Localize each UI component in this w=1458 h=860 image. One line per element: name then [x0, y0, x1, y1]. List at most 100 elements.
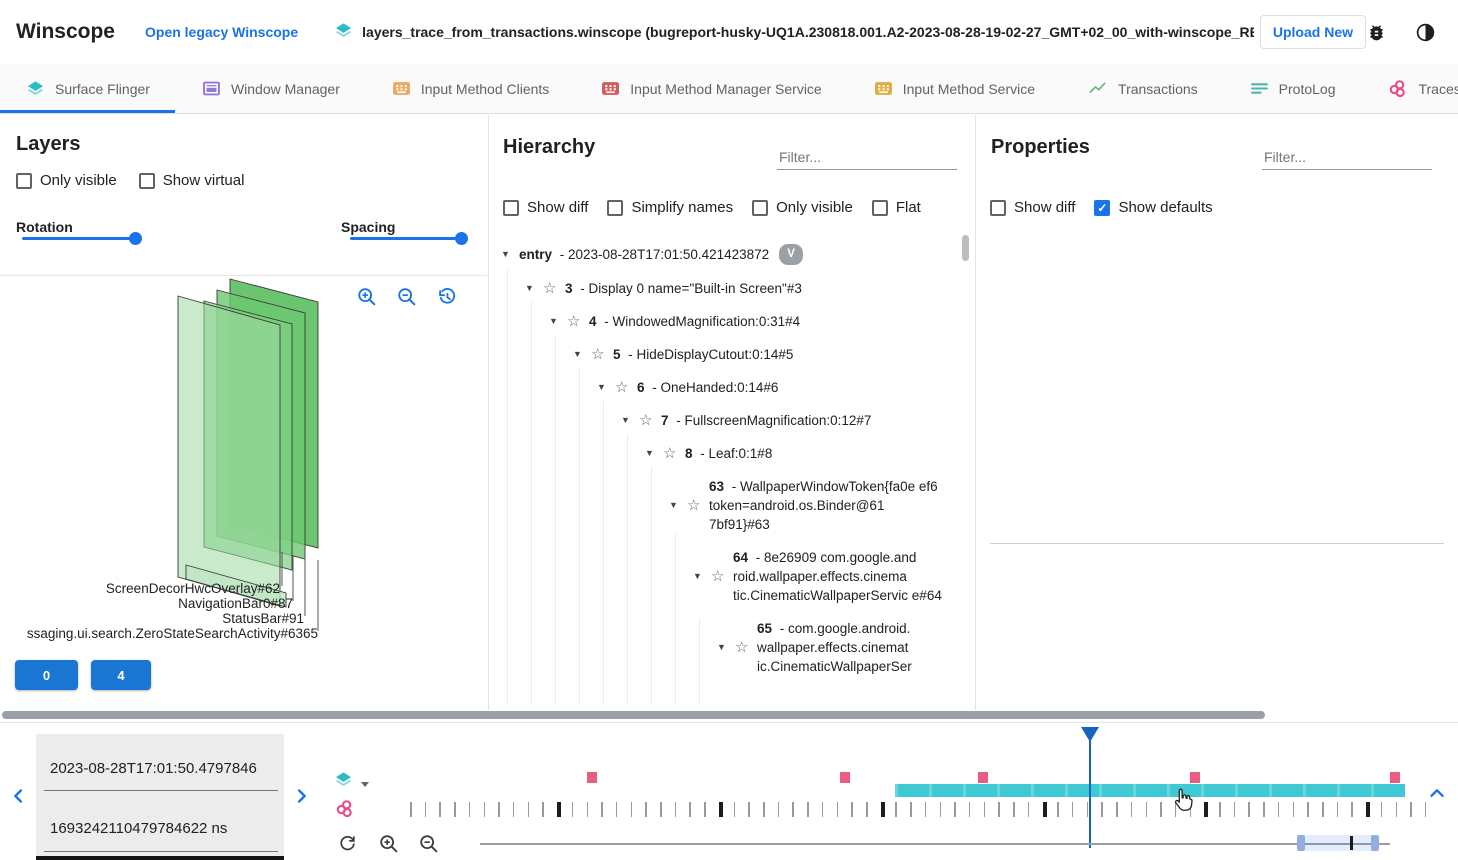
- ruler-tick: [1042, 802, 1047, 817]
- collapse-timeline-icon[interactable]: [1426, 783, 1448, 810]
- layers-3d-view[interactable]: [0, 276, 488, 636]
- checkbox-box[interactable]: [503, 199, 519, 216]
- upload-new-button[interactable]: Upload New: [1259, 15, 1366, 49]
- tree-indent-guide: [651, 467, 652, 704]
- properties-checkbox-show-defaults[interactable]: ✓ Show defaults: [1094, 199, 1213, 216]
- timeline-overview-track[interactable]: [480, 843, 1390, 845]
- tree-node-63[interactable]: ▼ ☆ 63 - WallpaperWindowToken{fa0e ef6 tok…: [489, 470, 969, 541]
- rotation-slider-thumb[interactable]: [129, 232, 142, 245]
- expander-icon[interactable]: ▼: [693, 571, 702, 581]
- dark-mode-toggle-icon[interactable]: [1415, 22, 1436, 43]
- display-button-4[interactable]: 4: [91, 660, 151, 690]
- zoom-window-left-handle[interactable]: [1296, 835, 1305, 851]
- pin-star-icon[interactable]: ☆: [615, 379, 629, 396]
- layers-checkbox-only-visible[interactable]: Only visible: [16, 172, 117, 189]
- timeline-reset-zoom-icon[interactable]: [338, 833, 357, 852]
- expander-icon[interactable]: ▼: [525, 283, 534, 293]
- transaction-event-marker[interactable]: [1390, 772, 1401, 783]
- tree-node-8[interactable]: ▼ ☆ 8 - Leaf:0:1#8: [489, 437, 969, 470]
- tab-input-method-clients[interactable]: Input Method Clients: [366, 64, 575, 113]
- tab-window-manager[interactable]: Window Manager: [176, 64, 366, 113]
- report-bug-icon[interactable]: [1366, 22, 1387, 43]
- tree-node-entry[interactable]: ▼ entry - 2023-08-28T17:01:50.421423872 V: [489, 237, 969, 272]
- pin-star-icon[interactable]: ☆: [711, 568, 725, 585]
- properties-filter-input[interactable]: [1262, 145, 1432, 170]
- layers-checkbox-show-virtual[interactable]: Show virtual: [138, 172, 244, 189]
- tree-node-5[interactable]: ▼ ☆ 5 - HideDisplayCutout:0:14#5: [489, 338, 969, 371]
- transaction-event-marker[interactable]: [587, 772, 598, 783]
- zoom-in-icon[interactable]: [356, 286, 378, 313]
- expander-icon[interactable]: ▼: [573, 349, 582, 359]
- hierarchy-checkbox-simplify-names[interactable]: Simplify names: [607, 199, 733, 216]
- ruler-tick: [1277, 802, 1280, 817]
- checkbox-box[interactable]: [16, 172, 32, 189]
- timeline-zoom-out-icon[interactable]: [418, 833, 440, 855]
- pin-star-icon[interactable]: ☆: [663, 445, 677, 462]
- pin-star-icon[interactable]: ☆: [543, 280, 557, 297]
- tree-node-65[interactable]: ▼ ☆ 65 - com.google.android. wallpaper.eff…: [489, 612, 969, 683]
- tab-input-method-service[interactable]: Input Method Service: [848, 64, 1061, 113]
- open-legacy-winscope-link[interactable]: Open legacy Winscope: [145, 24, 299, 40]
- hierarchy-scrollbar[interactable]: [962, 235, 969, 261]
- tab-surface-flinger[interactable]: Surface Flinger: [0, 64, 176, 113]
- expander-icon[interactable]: ▼: [597, 382, 606, 392]
- tree-node-4[interactable]: ▼ ☆ 4 - WindowedMagnification:0:31#4: [489, 305, 969, 338]
- tab-transactions[interactable]: Transactions: [1061, 64, 1224, 113]
- tree-node-6[interactable]: ▼ ☆ 6 - OneHanded:0:14#6: [489, 371, 969, 404]
- zoom-window-selection[interactable]: [1301, 835, 1374, 851]
- pin-star-icon[interactable]: ☆: [567, 313, 581, 330]
- surface-flinger-trace-icon[interactable]: [334, 770, 353, 789]
- checkbox-box[interactable]: ✓: [1094, 199, 1111, 216]
- surface-flinger-trace-block[interactable]: [894, 784, 1406, 797]
- checkbox-box[interactable]: [871, 199, 888, 216]
- reset-view-icon[interactable]: [436, 286, 458, 313]
- transaction-event-marker[interactable]: [839, 772, 850, 783]
- next-entry-button[interactable]: [290, 785, 312, 812]
- human-timestamp-field[interactable]: 2023-08-28T17:01:50.4797846: [50, 760, 257, 777]
- display-button-0[interactable]: 0: [15, 660, 78, 690]
- pin-star-icon[interactable]: ☆: [687, 497, 701, 514]
- checkbox-box[interactable]: [607, 199, 624, 216]
- checkbox-box[interactable]: [752, 199, 769, 216]
- rotation-slider[interactable]: [22, 232, 142, 245]
- zoom-out-icon[interactable]: [396, 286, 418, 313]
- tab-traces[interactable]: Traces: [1361, 64, 1458, 113]
- pin-star-icon[interactable]: ☆: [591, 346, 605, 363]
- zoom-window-right-handle[interactable]: [1370, 835, 1379, 851]
- expander-icon[interactable]: ▼: [501, 249, 510, 259]
- tab-protolog[interactable]: ProtoLog: [1224, 64, 1362, 113]
- timeline-zoom-in-icon[interactable]: [378, 833, 400, 855]
- hierarchy-checkbox-only-visible[interactable]: Only visible: [752, 199, 853, 216]
- checkbox-label: Show defaults: [1118, 199, 1213, 216]
- expander-icon[interactable]: ▼: [717, 642, 726, 652]
- hierarchy-checkbox-show-diff[interactable]: Show diff: [503, 199, 588, 216]
- trace-selector-caret-icon[interactable]: [360, 779, 370, 789]
- playhead-line[interactable]: [1088, 728, 1092, 848]
- ruler-tick: [1233, 802, 1236, 817]
- expander-icon[interactable]: ▼: [669, 500, 678, 510]
- tree-node-64[interactable]: ▼ ☆ 64 - 8e26909 com.google.and roid.wallp…: [489, 541, 969, 612]
- spacing-slider[interactable]: [350, 232, 468, 245]
- properties-checkbox-show-diff[interactable]: Show diff: [990, 199, 1075, 216]
- checkbox-box[interactable]: [138, 172, 155, 189]
- horizontal-scrollbar[interactable]: [2, 711, 1265, 719]
- previous-entry-button[interactable]: [8, 785, 30, 812]
- node-label: 4 - WindowedMagnification:0:31#4: [589, 314, 801, 329]
- tree-node-7[interactable]: ▼ ☆ 7 - FullscreenMagnification:0:12#7: [489, 404, 969, 437]
- timeline-ruler[interactable]: [410, 723, 1435, 860]
- hierarchy-filter-input[interactable]: [777, 145, 957, 170]
- transactions-trace-icon[interactable]: [334, 798, 355, 819]
- pin-star-icon[interactable]: ☆: [735, 639, 749, 656]
- transaction-event-marker[interactable]: [977, 772, 988, 783]
- ns-timestamp-field[interactable]: 1693242110479784622 ns: [50, 820, 228, 837]
- pin-star-icon[interactable]: ☆: [639, 412, 653, 429]
- expander-icon[interactable]: ▼: [549, 316, 558, 326]
- transaction-event-marker[interactable]: [1190, 772, 1201, 783]
- checkbox-box[interactable]: [990, 199, 1006, 216]
- expander-icon[interactable]: ▼: [645, 448, 654, 458]
- tree-node-3[interactable]: ▼ ☆ 3 - Display 0 name="Built-in Screen"#3: [489, 272, 969, 305]
- expander-icon[interactable]: ▼: [621, 415, 630, 425]
- hierarchy-checkbox-flat[interactable]: Flat: [871, 199, 921, 216]
- spacing-slider-thumb[interactable]: [455, 232, 468, 245]
- tab-input-method-manager-service[interactable]: Input Method Manager Service: [575, 64, 847, 113]
